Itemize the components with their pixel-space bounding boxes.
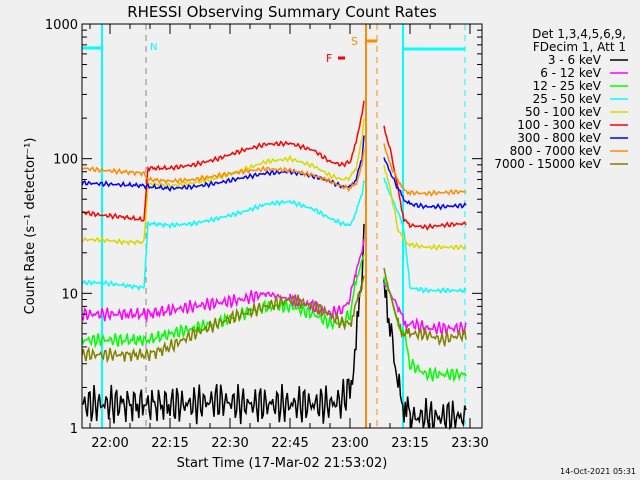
legend-entry-label: 300 - 800 keV xyxy=(517,131,601,145)
series-line-25-50keV xyxy=(81,177,467,294)
legend-entry-label: 3 - 6 keV xyxy=(548,53,602,67)
legend-entry-label: 7000 - 15000 keV xyxy=(494,157,601,171)
x-tick-label: 23:15 xyxy=(391,436,428,451)
series-line-3-6keV xyxy=(81,223,467,431)
x-tick-label: 23:00 xyxy=(331,436,368,451)
series-line-12-25keV xyxy=(81,254,467,383)
series-line-6-12keV xyxy=(81,238,467,336)
series-line-50-100keV xyxy=(81,118,467,252)
legend-entry-label: 800 - 7000 keV xyxy=(510,144,602,158)
legend-header: FDecim 1, Att 1 xyxy=(533,40,626,54)
y-tick-label: 10 xyxy=(61,287,78,302)
legend-header: Det 1,3,4,5,6,9, xyxy=(532,27,626,41)
night-label: N xyxy=(150,42,157,53)
y-axis-label: Count Rate (s⁻¹ detector⁻¹) xyxy=(23,138,38,315)
y-tick-label: 1000 xyxy=(45,18,78,33)
legend-entry-label: 25 - 50 keV xyxy=(533,92,602,106)
footer-timestamp: 14-Oct-2021 05:31 xyxy=(560,467,636,476)
series-line-800-7000keV xyxy=(81,143,467,198)
x-tick-label: 22:15 xyxy=(151,436,188,451)
x-tick-label: 22:00 xyxy=(91,436,128,451)
x-tick-label: 22:45 xyxy=(271,436,308,451)
series-line-7000-15000keV xyxy=(81,267,467,364)
legend: Det 1,3,4,5,6,9,FDecim 1, Att 13 - 6 keV… xyxy=(494,27,628,171)
series-line-100-300keV xyxy=(81,100,467,231)
y-tick-label: 100 xyxy=(53,153,78,168)
legend-entry-label: 100 - 300 keV xyxy=(517,118,601,132)
legend-entry-label: 50 - 100 keV xyxy=(525,105,602,119)
plot-frame xyxy=(81,23,483,429)
chart-title: RHESSI Observing Summary Count Rates xyxy=(127,3,437,21)
legend-entry-label: 6 - 12 keV xyxy=(540,66,602,80)
y-tick-label: 1 xyxy=(70,422,78,437)
x-axis-label: Start Time (17-Mar-02 21:53:02) xyxy=(177,456,388,471)
saa-label: S xyxy=(351,35,358,48)
legend-entry-label: 12 - 25 keV xyxy=(533,79,602,93)
x-tick-label: 23:30 xyxy=(451,436,488,451)
series-line-300-800keV xyxy=(81,135,467,211)
x-tick-label: 22:30 xyxy=(211,436,248,451)
flare-label: F xyxy=(326,52,332,65)
